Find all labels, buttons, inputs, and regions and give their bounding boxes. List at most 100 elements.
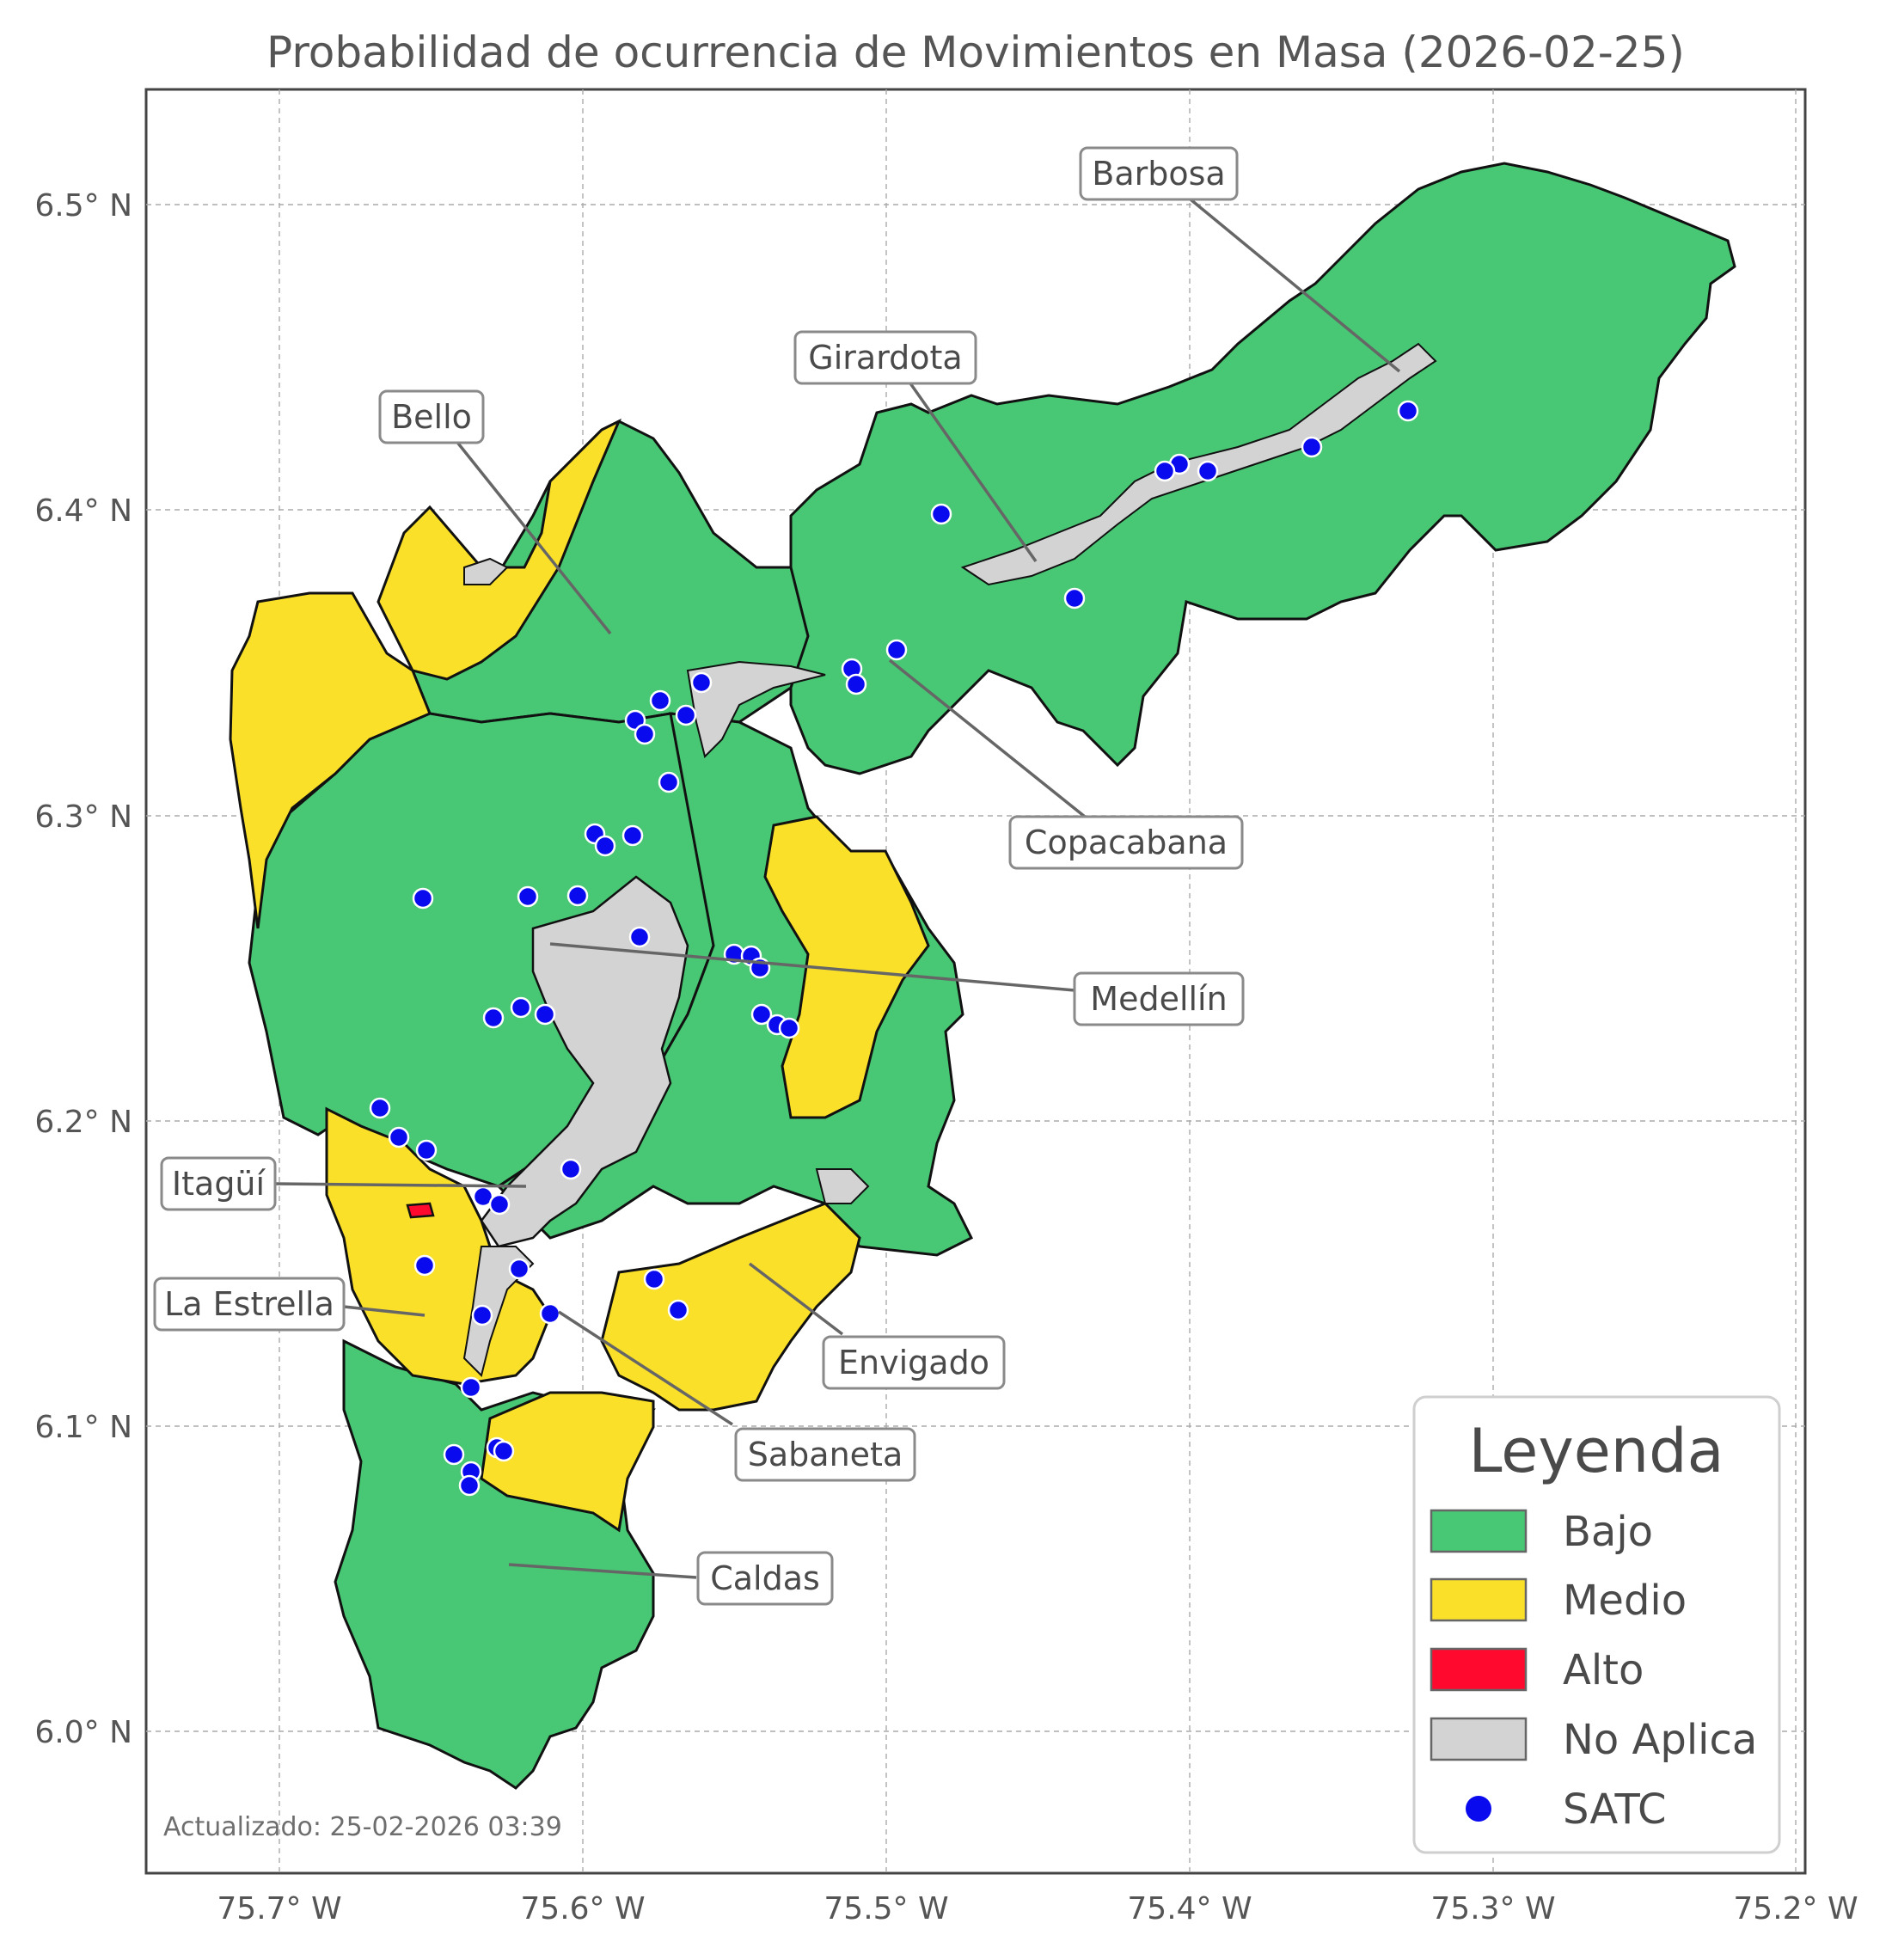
satc-station[interactable] (643, 1268, 665, 1290)
region-bajo-northeast (789, 162, 1736, 775)
updated-timestamp: Actualizado: 25-02-2026 03:39 (163, 1812, 562, 1842)
label-itagui-text: Itagüí (172, 1165, 266, 1203)
y-tick-label: 6.4° N (34, 493, 132, 529)
legend-swatch-bajo (1430, 1509, 1528, 1553)
legend-label-satc: SATC (1563, 1785, 1667, 1834)
x-tick-label: 75.3° W (1430, 1891, 1555, 1926)
zone-medio-north (377, 418, 621, 681)
label-envigado-text: Envigado (838, 1344, 989, 1381)
satc-station[interactable] (566, 885, 589, 907)
satc-station[interactable] (415, 1139, 438, 1161)
zone-medio-east (763, 815, 930, 1119)
zone-medio-caldas (480, 1391, 655, 1533)
urban-envigado-fragment (815, 1168, 870, 1204)
label-envigado: Envigado (822, 1335, 1006, 1390)
legend-title: Leyenda (1468, 1416, 1724, 1486)
urban-girardota-barbosa (960, 342, 1437, 586)
x-axis-ticks: 75.7° W 75.6° W 75.5° W 75.4° W 75.3° W … (217, 1891, 1858, 1926)
satc-station[interactable] (460, 1376, 482, 1399)
satc-station[interactable] (1301, 436, 1323, 458)
label-sabaneta-text: Sabaneta (748, 1436, 903, 1473)
satc-station[interactable] (658, 771, 680, 793)
callout-arrows (274, 198, 1401, 1579)
zone-medio-envigado (600, 1202, 861, 1412)
legend-swatch-alto (1430, 1647, 1528, 1692)
label-bello-text: Bello (391, 398, 472, 436)
satc-station[interactable] (539, 1302, 561, 1325)
satc-station[interactable] (690, 671, 713, 694)
satc-station[interactable] (1397, 400, 1419, 422)
x-tick-label: 75.7° W (217, 1891, 341, 1926)
label-caldas: Caldas (696, 1551, 834, 1606)
satc-station[interactable] (649, 689, 671, 712)
map-title: Probabilidad de ocurrencia de Movimiento… (266, 28, 1685, 77)
satc-station[interactable] (388, 1126, 410, 1148)
y-tick-label: 6.3° N (34, 799, 132, 835)
label-caldas-text: Caldas (710, 1559, 820, 1597)
y-axis-ticks: 6.5° N 6.4° N 6.3° N 6.2° N 6.1° N 6.0° … (34, 188, 132, 1750)
x-tick-label: 75.6° W (520, 1891, 645, 1926)
legend: Leyenda Bajo Medio Alto No Aplica SATC (1412, 1395, 1781, 1854)
legend-marker-satc (1466, 1796, 1491, 1822)
legend-swatch-no-aplica (1430, 1717, 1528, 1761)
satc-stations (369, 400, 1419, 1497)
y-tick-label: 6.5° N (34, 188, 132, 224)
satc-station[interactable] (885, 639, 908, 661)
satc-station[interactable] (458, 1474, 481, 1497)
legend-label-bajo: Bajo (1563, 1508, 1653, 1556)
label-copacabana: Copacabana (1008, 815, 1244, 870)
satc-station[interactable] (675, 704, 697, 726)
satc-station[interactable] (930, 503, 952, 525)
satc-station[interactable] (482, 1007, 505, 1029)
satc-station[interactable] (750, 1003, 773, 1026)
callout-labels: Barbosa Girardota Bello Copacabana Medel… (153, 146, 1245, 1606)
satc-station[interactable] (510, 996, 532, 1019)
legend-label-medio: Medio (1563, 1577, 1687, 1625)
urban-bello (686, 660, 826, 758)
legend-label-no-aplica: No Aplica (1563, 1716, 1757, 1764)
satc-station[interactable] (667, 1299, 689, 1321)
y-tick-label: 6.0° N (34, 1715, 132, 1750)
label-girardota: Girardota (793, 330, 977, 385)
satc-station[interactable] (628, 926, 651, 948)
satc-station[interactable] (845, 673, 867, 695)
satc-station[interactable] (1063, 587, 1086, 609)
zone-alto (406, 1202, 435, 1219)
x-tick-label: 75.2° W (1733, 1891, 1858, 1926)
satc-station[interactable] (1197, 460, 1219, 482)
satc-station[interactable] (517, 885, 539, 908)
satc-station[interactable] (634, 723, 656, 745)
label-sabaneta: Sabaneta (734, 1427, 916, 1482)
satc-station[interactable] (1154, 460, 1176, 482)
satc-station[interactable] (443, 1443, 465, 1466)
legend-label-alto: Alto (1563, 1646, 1644, 1694)
satc-station[interactable] (778, 1017, 800, 1039)
satc-station[interactable] (508, 1258, 530, 1280)
legend-swatch-medio (1430, 1577, 1528, 1622)
label-la-estrella: La Estrella (153, 1277, 346, 1332)
satc-station[interactable] (534, 1003, 556, 1026)
y-tick-label: 6.1° N (34, 1410, 132, 1445)
label-copacabana-text: Copacabana (1025, 824, 1228, 861)
satc-station[interactable] (621, 824, 644, 847)
satc-station[interactable] (594, 835, 616, 857)
satc-station[interactable] (560, 1158, 582, 1180)
urban-north-fragment (463, 557, 509, 585)
no-aplica-zones (462, 342, 1437, 1377)
satc-station[interactable] (488, 1193, 511, 1216)
label-barbosa: Barbosa (1079, 146, 1239, 201)
x-tick-label: 75.5° W (824, 1891, 948, 1926)
label-girardota-text: Girardota (808, 339, 962, 377)
label-la-estrella-text: La Estrella (164, 1285, 334, 1323)
y-tick-label: 6.2° N (34, 1105, 132, 1140)
satc-station[interactable] (369, 1097, 391, 1119)
x-tick-label: 75.4° W (1127, 1891, 1252, 1926)
satc-station[interactable] (412, 887, 434, 910)
satc-station[interactable] (413, 1254, 436, 1277)
zone-medio-west (229, 591, 432, 929)
label-medellin-text: Medellín (1090, 980, 1227, 1018)
label-medellin: Medellín (1073, 971, 1245, 1026)
satc-station[interactable] (471, 1304, 493, 1326)
satc-station[interactable] (493, 1440, 515, 1462)
